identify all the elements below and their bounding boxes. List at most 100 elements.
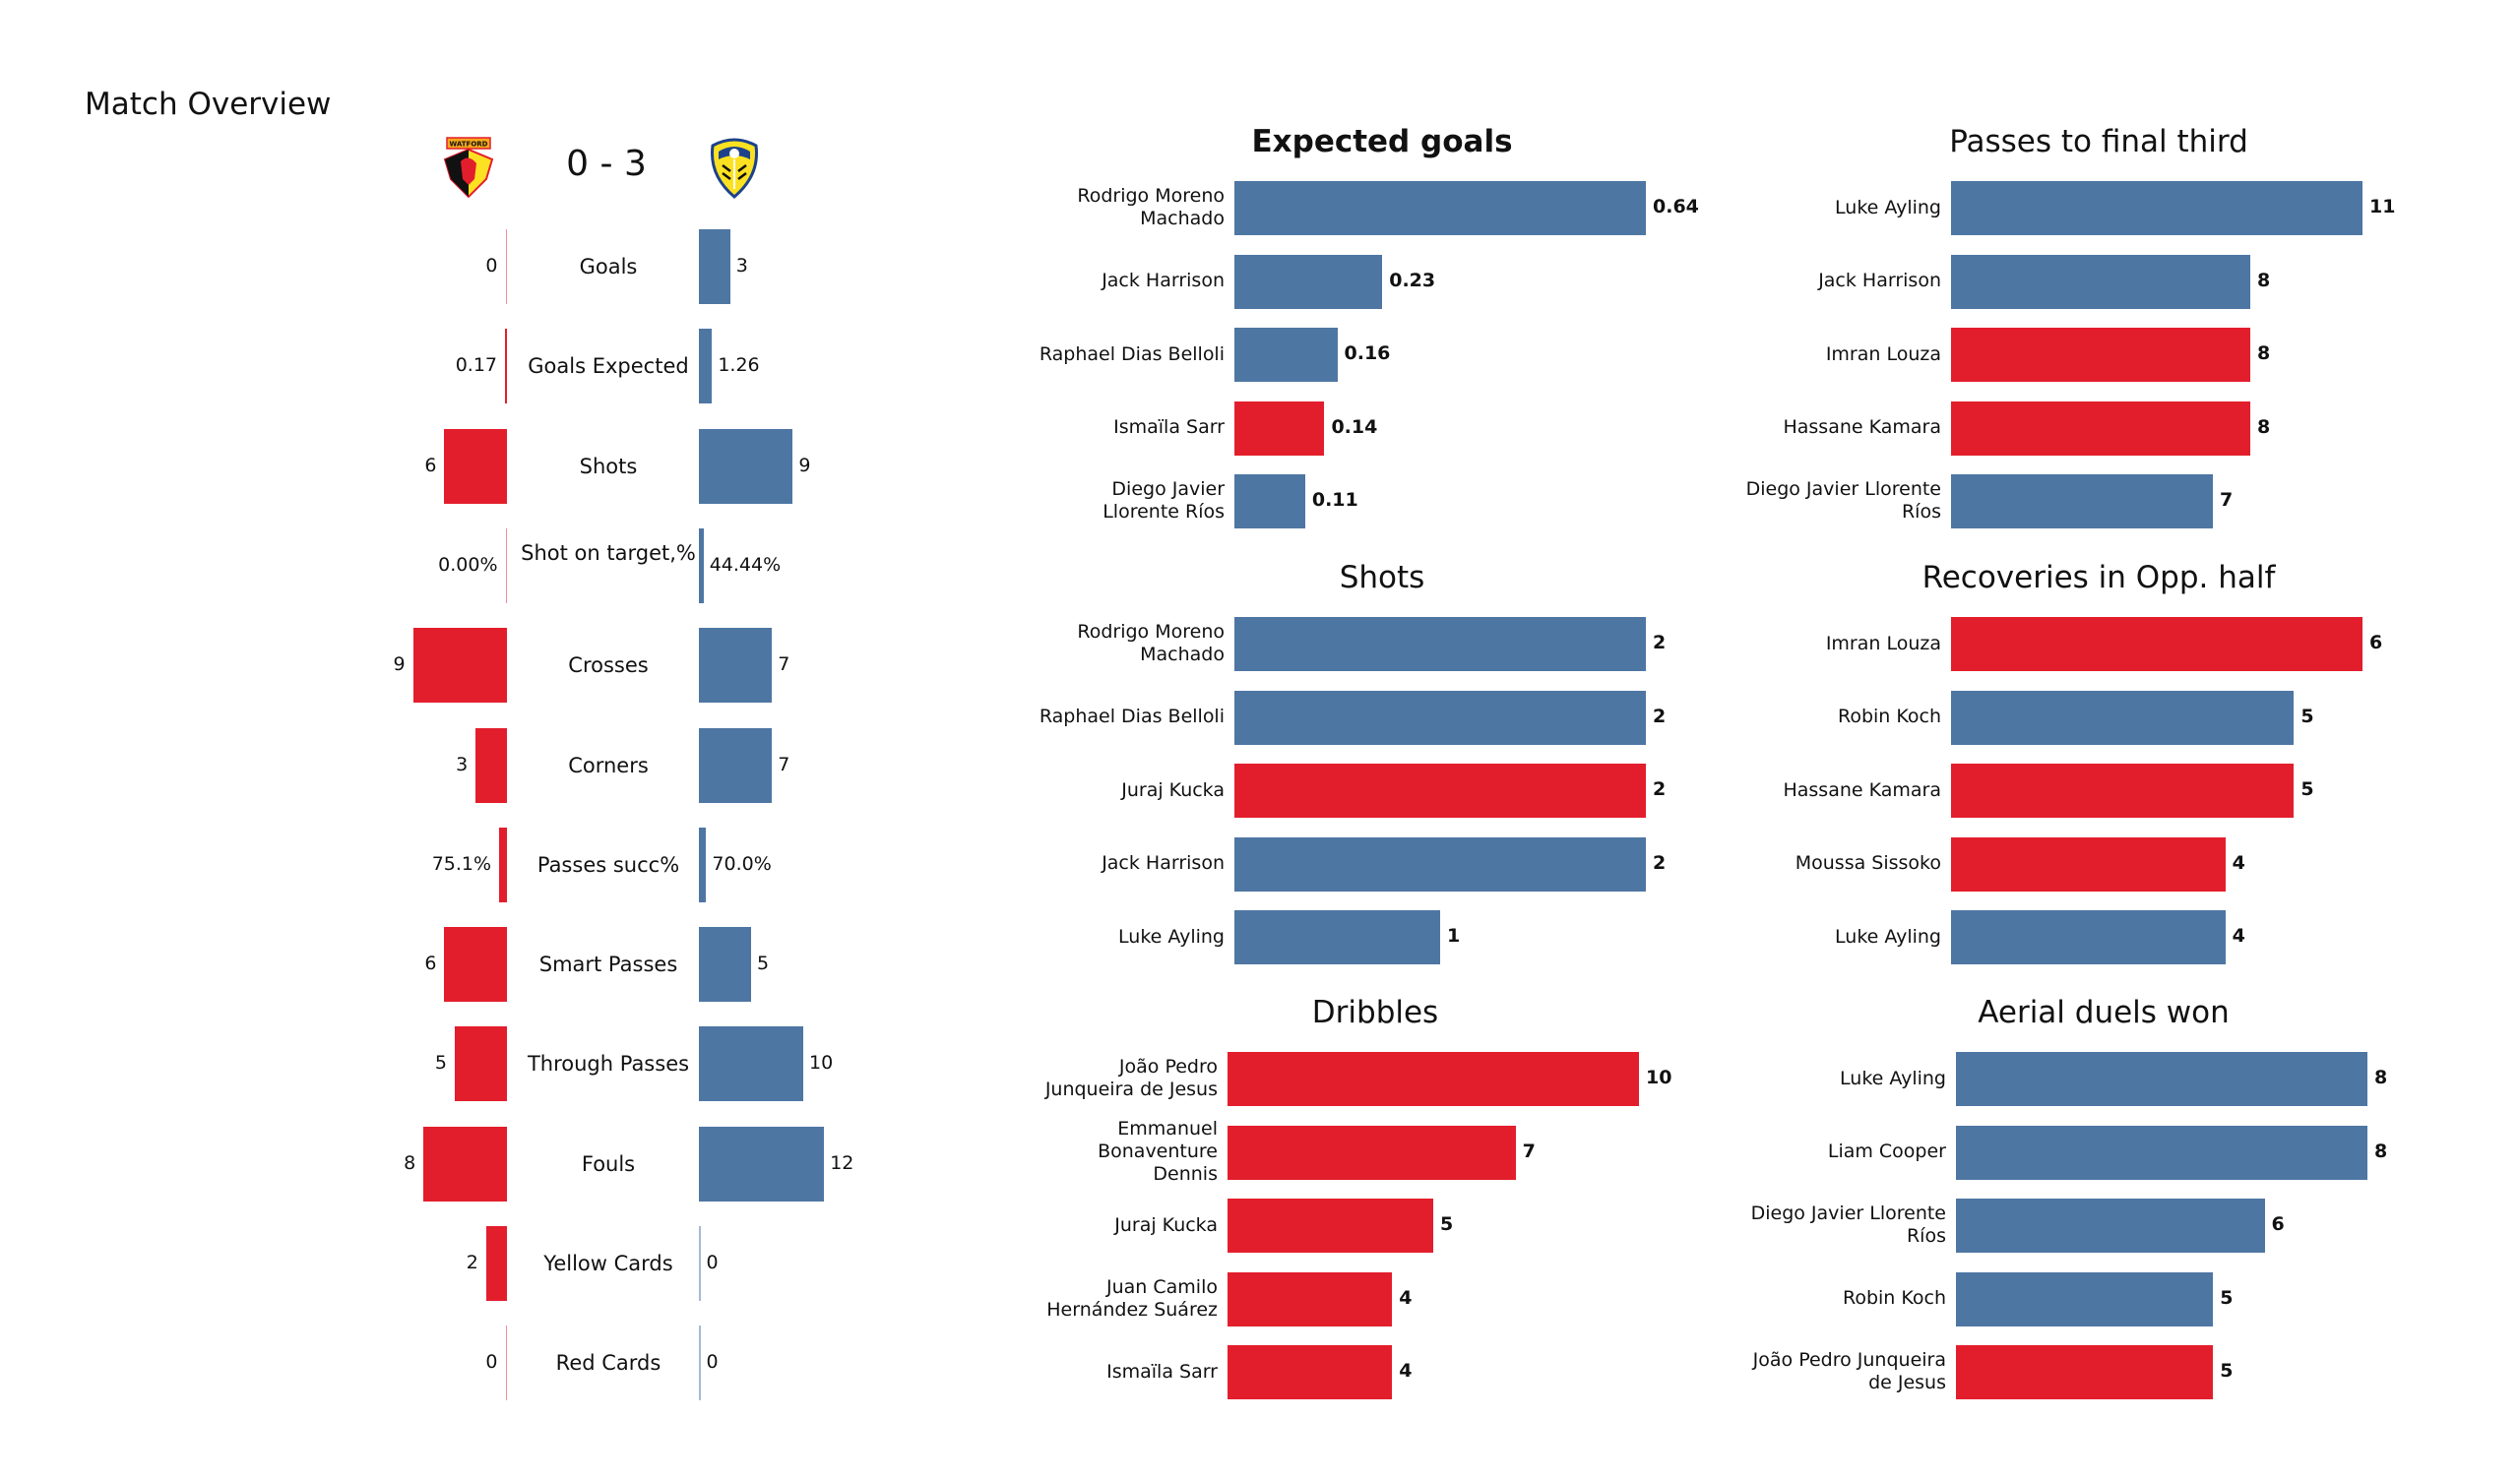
player-name-line: Hassane Kamara — [1783, 416, 1941, 438]
away-bar — [699, 628, 773, 704]
home-bar — [505, 527, 507, 603]
player-bar — [1951, 836, 2226, 892]
bar-value-label: 2 — [1653, 632, 1667, 653]
home-value: 75.1% — [431, 852, 492, 875]
bar-value-label: 5 — [2220, 1286, 2234, 1309]
player-name: Imran Louza — [1626, 343, 1941, 366]
player-name: Juraj Kucka — [903, 1214, 1218, 1237]
player-bar — [1956, 1052, 2367, 1106]
home-value: 0 — [485, 255, 498, 277]
player-name-line: Luke Ayling — [1835, 925, 1941, 948]
bar-value-label: 5 — [1440, 1213, 1454, 1235]
player-name-line: Hernández Suárez — [1046, 1298, 1218, 1321]
player-name-line: Luke Ayling — [1840, 1067, 1946, 1089]
player-name-line: Juraj Kucka — [1114, 1213, 1218, 1236]
bar-value-label: 11 — [2369, 196, 2396, 217]
home-bar — [505, 1326, 507, 1401]
player-name-line: Luke Ayling — [1118, 925, 1225, 948]
player-name: Raphael Dias Belloli — [910, 706, 1225, 728]
player-bar — [1228, 1199, 1433, 1253]
player-name: Luke Ayling — [1631, 1068, 1946, 1090]
player-name: Diego Javier Llorente Ríos — [910, 478, 1225, 524]
player-name: Imran Louza — [1626, 633, 1941, 655]
home-value: 5 — [434, 1052, 447, 1075]
bar-value-label: 6 — [2271, 1213, 2285, 1235]
player-bar — [1234, 836, 1646, 892]
bar-value-label: 5 — [2300, 778, 2314, 800]
chart-title: Passes to final third — [1949, 124, 2248, 159]
home-value: 0 — [485, 1351, 498, 1374]
bar-value-label: 8 — [2257, 415, 2271, 438]
home-value: 2 — [466, 1252, 478, 1273]
player-name: Hassane Kamara — [1626, 779, 1941, 802]
player-bar — [1951, 910, 2226, 964]
player-name-line: Junqueira de Jesus — [1044, 1079, 1218, 1100]
away-value: 44.44% — [709, 553, 782, 576]
home-bar — [485, 1226, 507, 1301]
away-value: 9 — [798, 454, 811, 476]
player-name-line: Emmanuel — [1117, 1118, 1218, 1140]
stat-label: Goals — [579, 255, 638, 278]
stat-label: Fouls — [581, 1151, 636, 1176]
player-name: João Pedro Junqueira de Jesus — [903, 1056, 1218, 1101]
player-name: Robin Koch — [1631, 1287, 1946, 1310]
away-bar — [699, 827, 707, 902]
player-name-line: Machado — [1140, 208, 1225, 229]
bar-value-label: 4 — [1399, 1286, 1413, 1309]
player-bar — [1951, 181, 2362, 235]
home-bar — [444, 428, 507, 504]
stat-label: Through Passes — [527, 1052, 690, 1077]
bar-value-label: 0.23 — [1389, 269, 1436, 291]
player-name-line: Liam Cooper — [1827, 1141, 1946, 1162]
player-name-line: Ismaïla Sarr — [1106, 1360, 1218, 1383]
player-name: Emmanuel Bonaventure Dennis — [903, 1118, 1218, 1186]
home-bar — [505, 229, 507, 304]
player-bar — [1234, 764, 1646, 818]
player-bar — [1234, 474, 1305, 528]
player-bar — [1951, 764, 2295, 818]
player-bar — [1956, 1125, 2367, 1180]
player-bar — [1951, 401, 2250, 456]
chart-title: Dribbles — [1311, 995, 1439, 1030]
player-name-line: de Jesus — [1868, 1372, 1946, 1393]
bar-value-label: 2 — [1653, 778, 1667, 800]
chart-title: Aerial duels won — [1978, 995, 2230, 1030]
away-value: 0 — [706, 1351, 719, 1374]
away-bar — [699, 1026, 803, 1102]
stat-label: Passes succ% — [536, 852, 680, 877]
stat-label: Goals Expected — [528, 354, 689, 379]
player-name: Jack Harrison — [910, 270, 1225, 292]
player-name: João Pedro Junqueira de Jesus — [1631, 1349, 1946, 1394]
player-name-line: Jack Harrison — [1818, 270, 1941, 291]
player-name-line: Luke Ayling — [1835, 196, 1941, 218]
player-name-line: Ríos — [1901, 501, 1941, 523]
player-name: Robin Koch — [1626, 706, 1941, 728]
player-name: Hassane Kamara — [1626, 416, 1941, 439]
home-bar — [505, 329, 507, 404]
away-value: 7 — [778, 653, 790, 676]
away-value: 70.0% — [712, 852, 772, 875]
player-name-line: Ismaïla Sarr — [1113, 416, 1225, 438]
leeds-crest-icon — [710, 138, 759, 199]
player-name-line: João Pedro — [1118, 1056, 1218, 1078]
home-value: 9 — [393, 653, 406, 676]
home-value: 0.17 — [455, 354, 497, 377]
player-name-line: Imran Louza — [1825, 342, 1941, 365]
bar-value-label: 7 — [1522, 1140, 1536, 1162]
home-bar — [444, 927, 507, 1003]
bar-value-label: 8 — [2257, 269, 2271, 291]
home-value: 0.00% — [438, 553, 498, 576]
home-value: 6 — [424, 953, 437, 975]
player-name: Rodrigo Moreno Machado — [910, 621, 1225, 666]
player-bar — [1951, 690, 2295, 745]
player-name-line: Jack Harrison — [1102, 852, 1225, 874]
player-name-line: Jack Harrison — [1102, 270, 1225, 291]
stat-label: Shot on target,% — [521, 540, 696, 565]
home-value: 3 — [456, 753, 469, 775]
home-bar — [423, 1126, 507, 1202]
bar-value-label: 4 — [1399, 1360, 1413, 1382]
player-bar — [1234, 254, 1383, 309]
player-name: Diego Javier Llorente Ríos — [1631, 1202, 1946, 1248]
away-value: 3 — [735, 255, 748, 277]
home-bar — [412, 628, 507, 704]
